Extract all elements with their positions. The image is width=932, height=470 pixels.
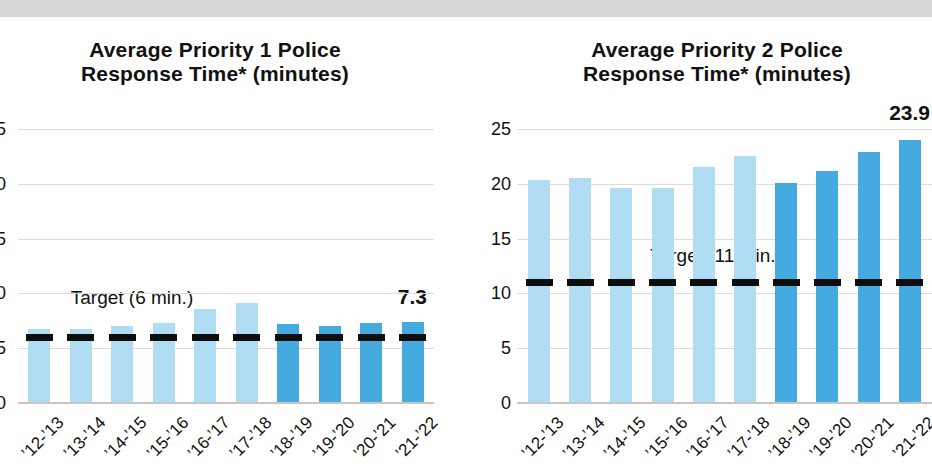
x-tick-label: ’13-’14 xyxy=(559,413,609,463)
bar xyxy=(236,303,258,402)
x-tick-label: ’16-’17 xyxy=(184,413,234,463)
charts-layer: Average Priority 1 Police Response Time*… xyxy=(0,0,932,470)
y-tick-label: 5 xyxy=(501,338,511,358)
x-axis-line xyxy=(18,402,434,404)
x-tick-label: ’12-’13 xyxy=(18,413,68,463)
x-tick-label: ’20-’21 xyxy=(848,413,898,463)
bar xyxy=(816,171,838,402)
y-tick-label: 15 xyxy=(491,229,511,249)
x-tick-label: ’20-’21 xyxy=(350,413,400,463)
gridline xyxy=(18,184,434,185)
gridline xyxy=(18,293,434,294)
title-line-1: Average Priority 2 Police xyxy=(547,38,887,62)
x-tick-label: ’13-’14 xyxy=(59,413,109,463)
target-line-dash xyxy=(773,279,800,286)
x-tick-label: ’21-’22 xyxy=(392,413,442,463)
target-line-dash xyxy=(896,279,923,286)
target-line-dash xyxy=(399,334,426,341)
priority1-latest-value-label: 7.3 xyxy=(398,285,427,309)
target-line-dash xyxy=(649,279,676,286)
bar xyxy=(899,140,921,402)
target-line-dash xyxy=(275,334,302,341)
bar xyxy=(775,183,797,402)
x-tick-label: ’19-’20 xyxy=(806,413,856,463)
target-line-dash xyxy=(526,279,553,286)
bar xyxy=(194,309,216,402)
x-tick-label: ’12-’13 xyxy=(518,413,568,463)
y-tick-label: 10 xyxy=(491,283,511,303)
title-line-1: Average Priority 1 Police xyxy=(45,38,385,62)
y-tick-label: 20 xyxy=(491,174,511,194)
target-line-dash xyxy=(358,334,385,341)
target-line-dash xyxy=(109,334,136,341)
priority2-chart-title: Average Priority 2 Police Response Time*… xyxy=(547,38,887,86)
y-tick-label: 0 xyxy=(0,393,6,413)
gridline xyxy=(18,239,434,240)
x-tick-label: ’21-’22 xyxy=(889,413,932,463)
target-line-dash xyxy=(814,279,841,286)
target-line-dash xyxy=(567,279,594,286)
priority2-latest-value-label: 23.9 xyxy=(889,101,930,125)
target-line-dash xyxy=(192,334,219,341)
x-tick-label: ’17-’18 xyxy=(226,413,276,463)
x-tick-label: ’18-’19 xyxy=(765,413,815,463)
x-tick-label: ’14-’15 xyxy=(600,413,650,463)
x-tick-label: ’15-’16 xyxy=(143,413,193,463)
x-tick-label: ’16-’17 xyxy=(683,413,733,463)
target-line-dash xyxy=(150,334,177,341)
y-tick-label: 5 xyxy=(0,338,6,358)
bar xyxy=(652,188,674,402)
priority1-chart-title: Average Priority 1 Police Response Time*… xyxy=(45,38,385,86)
target-line-dash xyxy=(690,279,717,286)
title-line-2: Response Time* (minutes) xyxy=(45,62,385,86)
y-tick-label: 20 xyxy=(0,174,6,194)
y-tick-label: 25 xyxy=(491,119,511,139)
bar xyxy=(569,178,591,402)
y-tick-label: 25 xyxy=(0,119,6,139)
target-line-dash xyxy=(732,279,759,286)
bar xyxy=(858,152,880,402)
x-tick-label: ’19-’20 xyxy=(309,413,359,463)
x-tick-label: ’14-’15 xyxy=(101,413,151,463)
priority1-target-label: Target (6 min.) xyxy=(32,287,232,309)
title-line-2: Response Time* (minutes) xyxy=(547,62,887,86)
target-line-dash xyxy=(855,279,882,286)
bar xyxy=(610,188,632,402)
y-tick-label: 10 xyxy=(0,283,6,303)
gridline xyxy=(517,129,932,130)
gridline xyxy=(18,129,434,130)
bar xyxy=(528,180,550,402)
target-line-dash xyxy=(26,334,53,341)
x-axis-line xyxy=(517,402,932,404)
x-tick-label: ’15-’16 xyxy=(642,413,692,463)
y-tick-label: 15 xyxy=(0,229,6,249)
target-line-dash xyxy=(608,279,635,286)
y-tick-label: 0 xyxy=(501,393,511,413)
target-line-dash xyxy=(233,334,260,341)
x-tick-label: ’17-’18 xyxy=(724,413,774,463)
target-line-dash xyxy=(67,334,94,341)
x-tick-label: ’18-’19 xyxy=(267,413,317,463)
target-line-dash xyxy=(316,334,343,341)
